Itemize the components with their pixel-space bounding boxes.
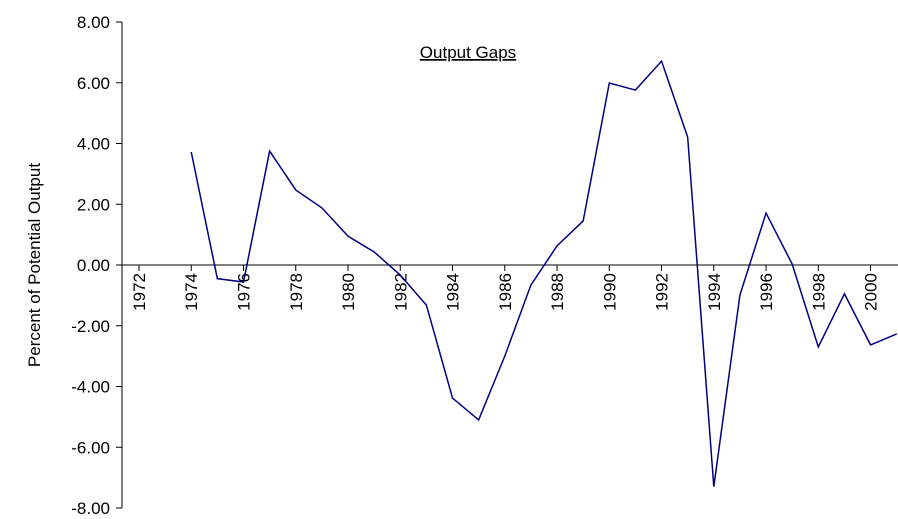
x-tick-label: 2000 — [862, 273, 881, 311]
y-tick-label: -8.00 — [71, 499, 110, 518]
y-tick-label: 0.00 — [77, 256, 110, 275]
y-axis-label: Percent of Potential Output — [25, 163, 44, 367]
data-line — [190, 59, 897, 487]
x-tick-label: 1982 — [391, 273, 410, 311]
x-tick-label: 1976 — [234, 273, 253, 311]
x-tick-label: 1978 — [287, 273, 306, 311]
y-tick-label: 6.00 — [77, 74, 110, 93]
chart-title: Output Gaps — [420, 43, 516, 62]
x-tick-label: 1996 — [757, 273, 776, 311]
x-tick-label: 1988 — [548, 273, 567, 311]
x-tick-label: 1998 — [809, 273, 828, 311]
y-tick-label: 4.00 — [77, 135, 110, 154]
x-tick-label: 1972 — [130, 273, 149, 311]
y-tick-label: -2.00 — [71, 317, 110, 336]
x-tick-label: 1984 — [444, 273, 463, 311]
x-tick-label: 1974 — [182, 273, 201, 311]
x-tick-label: 1992 — [653, 273, 672, 311]
x-tick-label: 1980 — [339, 273, 358, 311]
x-tick-label: 1986 — [496, 273, 515, 311]
y-tick-label: -4.00 — [71, 378, 110, 397]
y-tick-label: -6.00 — [71, 438, 110, 457]
x-tick-label: 1994 — [705, 273, 724, 311]
x-tick-label: 1990 — [600, 273, 619, 311]
y-tick-label: 2.00 — [77, 195, 110, 214]
y-tick-label: 8.00 — [77, 13, 110, 32]
